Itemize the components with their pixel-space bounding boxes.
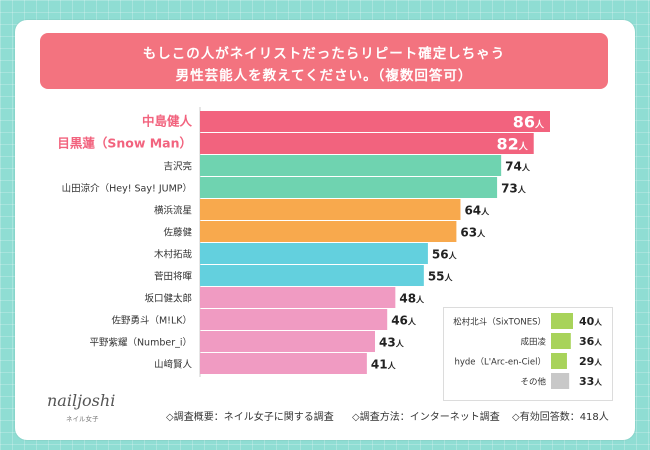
side-category-label: その他 (520, 377, 546, 388)
category-label: 吉沢亮 (163, 161, 192, 173)
bar (200, 243, 428, 264)
bar (200, 155, 502, 176)
data-label: 64人 (464, 204, 490, 218)
bar (200, 221, 457, 242)
category-label: 佐野勇斗（M!LK） (111, 315, 192, 327)
other-answers-box (443, 307, 613, 401)
bar (200, 287, 396, 308)
side-bar (551, 313, 573, 329)
data-label: 43人 (379, 336, 405, 350)
category-label: 横浜流星 (154, 205, 192, 217)
chart-title: もしこの人がネイリストだったらリピート確定しちゃう 男性芸能人を教えてください。… (40, 33, 608, 89)
data-label: 86人 (513, 113, 545, 132)
category-label: 中島健人 (142, 114, 193, 129)
category-label: 佐藤健 (163, 227, 192, 239)
side-category-label: 成田凌 (520, 337, 546, 348)
chart-title-line2: 男性芸能人を教えてください。（複数回答可） (175, 68, 473, 84)
data-label: 48人 (399, 292, 425, 306)
chart-title-line1: もしこの人がネイリストだったらリピート確定しちゃう (142, 46, 506, 62)
data-label: 74人 (505, 160, 531, 174)
category-label: 坂口健太郎 (144, 293, 192, 305)
respondent-count: ◇有効回答数：418人 (512, 412, 609, 423)
bar (200, 177, 498, 198)
side-bar (551, 353, 567, 369)
category-label: 山﨑賢人 (154, 359, 193, 371)
side-category-label: hyde（L'Arc-en-Ciel） (454, 357, 546, 368)
side-category-label: 松村北斗（SixTONES） (453, 317, 546, 328)
category-label: 木村拓哉 (154, 249, 193, 261)
bar (200, 133, 534, 154)
category-label: 平野紫耀（Number_i） (89, 337, 192, 349)
side-bar (551, 373, 570, 389)
brand-logo: nailjoshi (47, 391, 116, 410)
bar (200, 353, 367, 374)
bar (200, 265, 424, 286)
category-label: 山田涼介（Hey! Say! JUMP） (62, 183, 192, 195)
data-label: 56人 (432, 248, 458, 262)
data-label: 63人 (460, 226, 486, 240)
data-label: 73人 (501, 182, 527, 196)
survey-summary: ◇調査概要：ネイル女子に関する調査 (166, 412, 334, 423)
category-label: 目黒蓮（Snow Man） (57, 136, 192, 151)
bar (200, 309, 388, 330)
bar (200, 331, 375, 352)
brand-subtitle: ネイル女子 (66, 415, 99, 423)
side-data-label: 29人 (579, 355, 602, 368)
side-data-label: 40人 (579, 315, 602, 328)
side-bar (551, 333, 571, 349)
data-label: 46人 (391, 314, 417, 328)
side-data-label: 33人 (579, 375, 602, 388)
data-label: 82人 (496, 135, 528, 154)
side-data-label: 36人 (579, 335, 602, 348)
data-label: 55人 (428, 270, 454, 284)
bar (200, 199, 461, 220)
survey-method: ◇調査方法：インターネット調査 (352, 412, 500, 423)
data-label: 41人 (371, 358, 397, 372)
category-label: 菅田将暉 (154, 271, 193, 283)
bar (200, 111, 550, 132)
